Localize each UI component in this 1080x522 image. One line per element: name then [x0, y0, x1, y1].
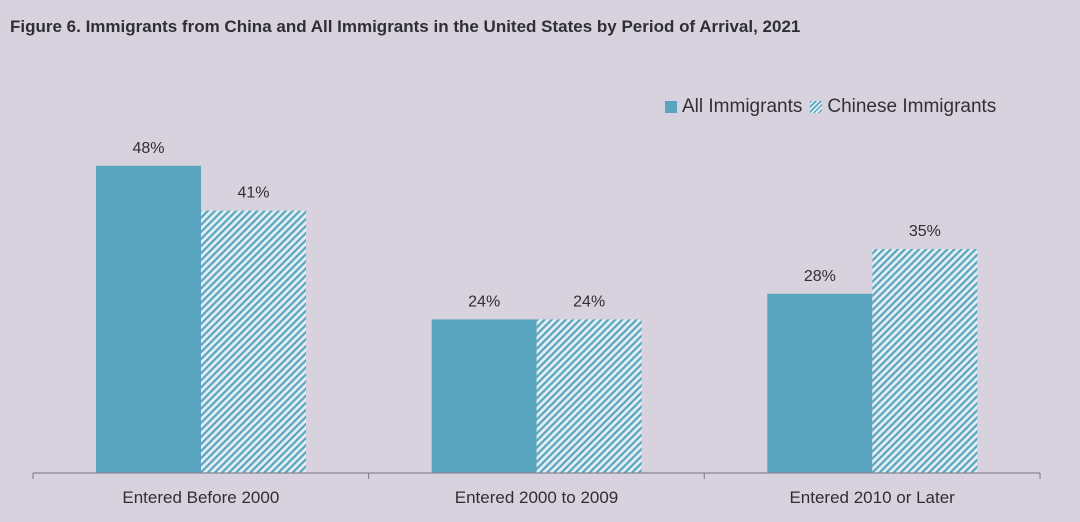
data-label-chinese-immigrants-1: 24% — [573, 293, 605, 310]
legend-label-all-immigrants: All Immigrants — [682, 96, 803, 117]
bar-all-immigrants-1 — [431, 319, 537, 473]
bar-chinese-immigrants-2 — [872, 249, 978, 473]
value-labels-layer: 48% 41% 24% 24% 28% 35% — [132, 140, 940, 311]
legend-swatch-solid — [665, 101, 677, 113]
data-label-chinese-immigrants-0: 41% — [237, 185, 269, 202]
legend-item-chinese-immigrants: Chinese Immigrants — [810, 96, 996, 118]
legend-item-all-immigrants: All Immigrants — [665, 96, 802, 118]
legend-label-chinese-immigrants: Chinese Immigrants — [827, 96, 997, 117]
x-tick-label-1: Entered 2000 to 2009 — [455, 488, 619, 507]
data-label-all-immigrants-2: 28% — [804, 268, 836, 285]
x-tick-label-2: Entered 2010 or Later — [789, 488, 955, 507]
data-label-all-immigrants-0: 48% — [132, 140, 164, 157]
chart-legend: All Immigrants Chinese Immigrants — [665, 96, 1004, 118]
data-label-chinese-immigrants-2: 35% — [909, 223, 941, 240]
x-axis: Entered Before 2000 Entered 2000 to 2009 E… — [32, 472, 1041, 507]
bar-all-immigrants-2 — [767, 293, 873, 473]
bar-chinese-immigrants-0 — [201, 210, 306, 473]
data-label-all-immigrants-1: 24% — [468, 293, 500, 310]
bars-layer — [96, 165, 978, 474]
bar-all-immigrants-0 — [96, 165, 201, 474]
bar-chinese-immigrants-1 — [536, 319, 642, 473]
x-tick-label-0: Entered Before 2000 — [122, 488, 279, 507]
chart-title: Figure 6. Immigrants from China and All … — [10, 17, 801, 36]
legend-swatch-hatched — [810, 101, 823, 113]
